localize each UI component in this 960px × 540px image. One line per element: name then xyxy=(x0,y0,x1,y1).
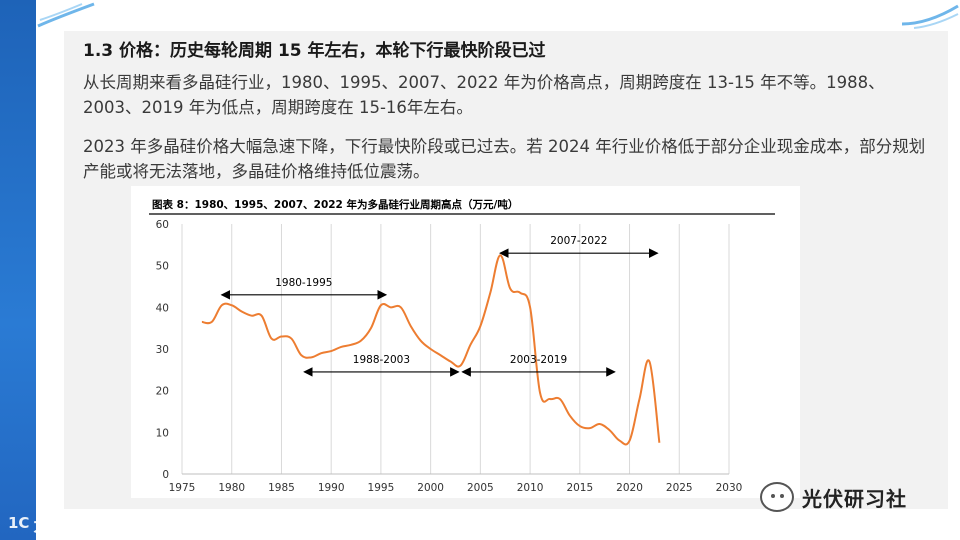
annotation-label: 2007-2022 xyxy=(550,235,607,247)
annotation-label: 1980-1995 xyxy=(275,277,332,289)
watermark-left: 1C 大数跨境 xyxy=(8,510,148,536)
annotation-layer: 1980-1995 2007-2022 1988-2003 2003-2019 xyxy=(220,235,659,377)
x-tick-label: 1995 xyxy=(368,482,395,494)
y-tick-label: 30 xyxy=(156,344,169,356)
section-heading: 1.3 价格：历史每轮周期 15 年左右，本轮下行最快阶段已过 xyxy=(83,41,546,61)
y-tick-label: 20 xyxy=(156,386,169,398)
price-cycle-chart: 图表 8：1980、1995、2007、2022 年为多晶硅行业周期高点（万元/… xyxy=(131,186,800,498)
paragraph-2023-outlook: 2023 年多晶硅价格大幅急速下降，下行最快阶段或已过去。若 2024 年行业价… xyxy=(83,137,926,181)
x-tick-label: 2010 xyxy=(517,482,544,494)
y-tick-label: 10 xyxy=(156,427,169,439)
swoosh-decoration-icon xyxy=(37,2,95,28)
paragraph-cycle-overview: 从长周期来看多晶硅行业，1980、1995、2007、2022 年为价格高点，周… xyxy=(83,73,885,117)
chart-svg: 图表 8：1980、1995、2007、2022 年为多晶硅行业周期高点（万元/… xyxy=(149,198,775,494)
x-tick-label: 1980 xyxy=(218,482,245,494)
wechat-account-name: 光伏研习社 xyxy=(802,486,907,511)
watermark-text: 大数跨境 xyxy=(33,515,102,536)
x-tick-label: 2030 xyxy=(716,482,743,494)
brand-logo-icon: 1C xyxy=(8,514,30,532)
y-tick-label: 40 xyxy=(156,302,169,314)
x-tick-label: 1990 xyxy=(318,482,345,494)
price-series-line xyxy=(201,254,661,446)
x-tick-label: 2005 xyxy=(467,482,494,494)
swoosh-decoration-icon xyxy=(901,4,959,29)
annotation-label: 2003-2019 xyxy=(510,354,567,366)
x-tick-label: 1975 xyxy=(169,482,196,494)
x-tick-label: 2025 xyxy=(666,482,693,494)
x-tick-label: 1985 xyxy=(268,482,295,494)
x-tick-label: 2000 xyxy=(417,482,444,494)
wechat-badge: 光伏研习社 xyxy=(760,480,907,514)
y-tick-label: 50 xyxy=(156,261,169,273)
left-accent-bar xyxy=(0,0,36,540)
x-tick-label: 2015 xyxy=(566,482,593,494)
y-tick-label: 0 xyxy=(162,469,169,481)
chart-title: 图表 8：1980、1995、2007、2022 年为多晶硅行业周期高点（万元/… xyxy=(152,198,518,211)
axis-layer: 1975 1980 1985 1990 1995 2000 2005 2010 2015 2020… xyxy=(156,219,743,494)
annotation-label: 1988-2003 xyxy=(353,354,410,366)
grid-layer xyxy=(181,224,730,474)
y-tick-label: 60 xyxy=(156,219,169,231)
x-tick-label: 2020 xyxy=(616,482,643,494)
series-layer xyxy=(201,254,661,446)
wechat-icon xyxy=(760,482,794,512)
